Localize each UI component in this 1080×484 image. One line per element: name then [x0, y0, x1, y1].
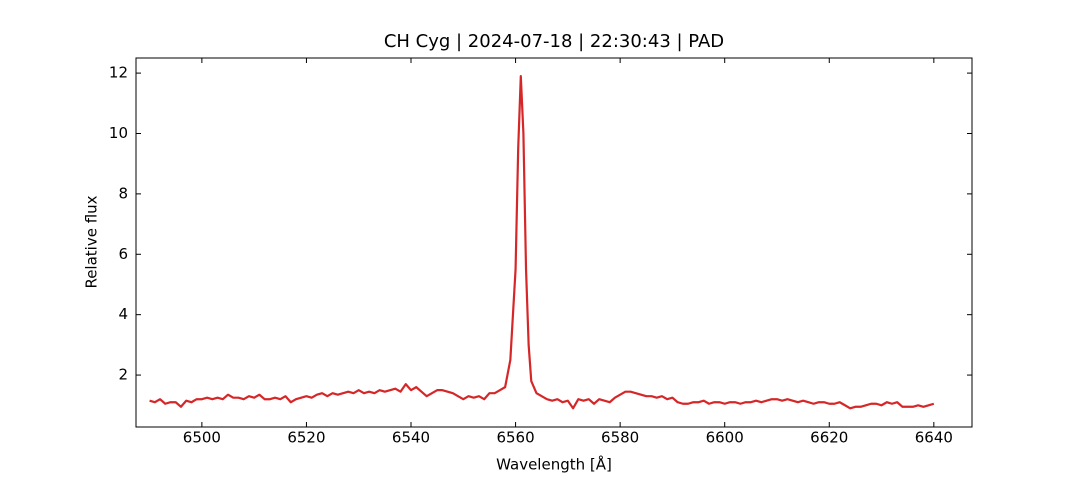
x-tick-label: 6520: [287, 429, 325, 447]
y-axis-label: Relative flux: [83, 195, 101, 288]
x-tick-label: 6600: [706, 429, 744, 447]
y-tick-label: 8: [118, 184, 128, 202]
x-tick-label: 6620: [810, 429, 848, 447]
y-tick-label: 4: [118, 305, 128, 323]
x-axis-label: Wavelength [Å]: [496, 455, 612, 474]
y-tick-label: 12: [109, 64, 128, 82]
plot-frame: [135, 57, 973, 428]
x-tick-label: 6640: [915, 429, 953, 447]
y-tick-label: 6: [118, 245, 128, 263]
y-tick-label: 2: [118, 366, 128, 384]
x-tick-label: 6560: [496, 429, 534, 447]
x-tick-label: 6500: [183, 429, 221, 447]
chart-title: CH Cyg | 2024-07-18 | 22:30:43 | PAD: [384, 31, 724, 52]
x-tick-label: 6580: [601, 429, 639, 447]
y-tick-label: 10: [109, 124, 128, 142]
x-tick-label: 6540: [392, 429, 430, 447]
spectrum-line: [149, 75, 935, 410]
